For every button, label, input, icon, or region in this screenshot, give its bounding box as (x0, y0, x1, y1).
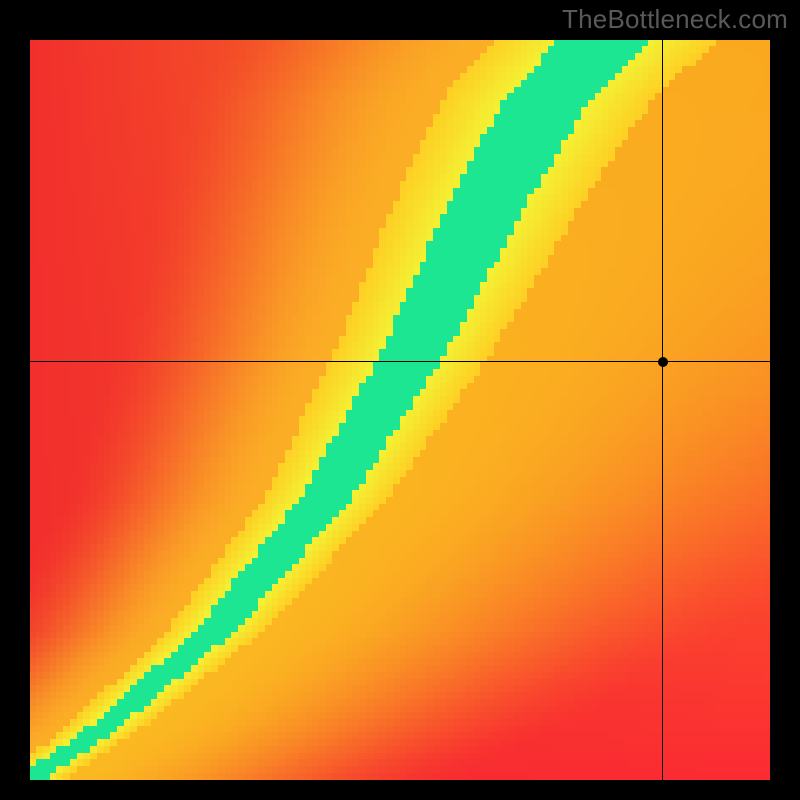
root: TheBottleneck.com (0, 0, 800, 800)
crosshair-marker (658, 357, 668, 367)
plot-area (30, 40, 770, 780)
watermark-text: TheBottleneck.com (562, 4, 788, 35)
crosshair-vertical (662, 40, 663, 780)
heatmap-canvas (30, 40, 770, 780)
